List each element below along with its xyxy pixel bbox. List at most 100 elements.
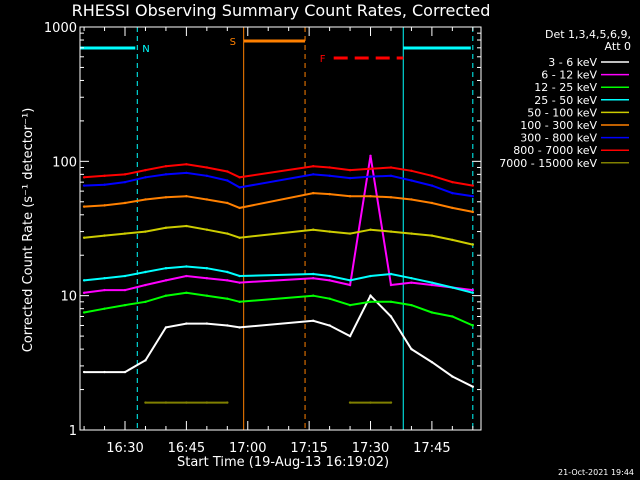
data-point [144,168,147,172]
data-point [205,401,209,404]
marker-label-night: N [142,44,149,55]
legend-header: Det 1,3,4,5,6,9, [545,28,631,41]
data-point [430,281,434,284]
data-point [471,324,475,327]
data-point [410,347,413,351]
data-point [226,401,229,404]
data-point [164,279,168,282]
y-tick-label: 100 [52,155,77,170]
data-point [123,201,127,205]
data-point [410,198,413,201]
data-point [238,236,241,239]
data-point [369,167,372,170]
data-point [312,228,315,231]
data-point [185,274,188,278]
data-point [312,173,315,176]
data-point [144,283,147,287]
data-point [226,279,229,282]
data-point [451,238,454,242]
data-point [451,286,454,289]
data-point [103,370,106,374]
data-point [238,326,241,329]
data-point [369,195,372,198]
data-point [185,171,188,175]
data-point [226,270,229,274]
data-point [144,230,147,233]
x-axis-label: Start Time (19-Aug-13 16:19:02) [177,455,389,470]
data-point [348,334,352,338]
y-tick-label: 10 [60,290,77,305]
data-point [185,224,188,228]
data-point [205,276,209,280]
data-point [238,300,241,304]
data-point [410,281,413,284]
data-point [238,186,241,189]
data-point [123,288,127,292]
data-point [430,201,434,205]
x-tick-label: 17:30 [352,441,389,456]
series-line [84,171,473,198]
data-point [389,315,393,318]
legend-label: 3 - 6 keV [548,56,597,69]
data-point [123,173,127,176]
y-tick-label: 1000 [44,21,77,36]
data-point [430,283,434,287]
data-point [312,191,315,195]
data-point [82,236,86,239]
data-point [82,370,86,374]
data-point [185,322,188,325]
data-point [123,232,127,235]
data-point [103,307,106,310]
data-point [430,184,434,187]
data-point [451,375,454,378]
data-point [144,198,147,201]
data-point [238,281,241,284]
data-point [164,267,168,270]
data-point [123,274,127,278]
data-point [123,303,127,307]
data-point [451,206,454,210]
data-point [389,283,393,287]
data-point [348,303,352,307]
legend-label: 6 - 12 keV [541,69,597,82]
data-point [471,195,475,198]
data-point [164,294,168,297]
data-point [471,288,475,292]
x-tick-label: 16:45 [168,441,205,456]
data-point [144,401,147,404]
data-point [185,401,188,404]
x-tick-label: 17:15 [290,441,327,456]
x-tick-label: 17:00 [229,441,266,456]
data-point [369,300,372,304]
data-point [144,270,147,274]
data-point [369,154,372,157]
data-point [312,294,315,297]
data-point [328,166,331,169]
data-point [164,226,168,230]
data-point [82,311,86,314]
x-tick-label: 16:30 [106,441,143,456]
data-point [185,195,188,198]
data-point [471,291,475,295]
data-point [185,163,188,166]
data-point [389,401,393,404]
data-point [205,294,209,297]
data-point [471,385,475,388]
data-point [348,232,352,235]
series-line [83,224,474,246]
data-point [312,319,315,322]
data-point [205,166,209,169]
data-point [430,234,434,237]
data-point [164,196,168,199]
data-point [226,179,229,182]
data-point [389,230,393,233]
data-point [348,401,352,404]
data-point [103,276,106,280]
data-point [205,322,209,325]
series-line [84,294,474,388]
data-point [103,204,106,207]
series-line [84,163,473,187]
data-point [389,196,393,199]
series-line [83,155,473,294]
